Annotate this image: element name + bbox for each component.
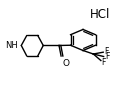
Text: F: F <box>105 52 109 60</box>
Text: O: O <box>62 59 69 68</box>
Text: HCl: HCl <box>90 8 110 21</box>
Text: F: F <box>101 58 106 67</box>
Text: NH: NH <box>5 42 18 50</box>
Text: F: F <box>104 47 108 56</box>
